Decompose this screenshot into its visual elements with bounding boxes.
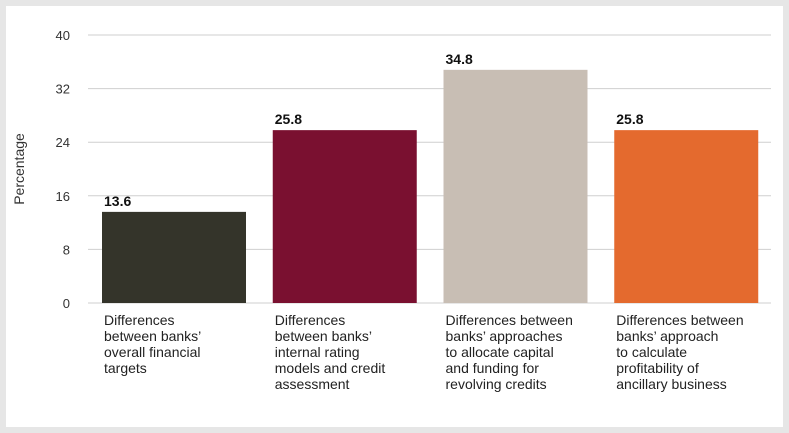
y-tick-label: 16 <box>56 189 70 204</box>
data-label: 13.6 <box>104 193 131 209</box>
bar-4 <box>614 130 759 303</box>
category-label: Differences between banks’ approach to cal… <box>616 312 743 392</box>
category-label: Differences between banks’ approaches to a… <box>446 312 573 392</box>
data-label: 25.8 <box>616 111 643 127</box>
chart-frame: 0 8 16 24 32 40 Percentage 13.6 Differences betwe… <box>6 6 783 427</box>
y-tick-label: 8 <box>63 242 70 257</box>
category-label: Differences between banks’ internal rating… <box>275 312 386 392</box>
y-tick-label: 24 <box>56 135 70 150</box>
y-axis-label: Percentage <box>11 133 27 205</box>
bar-chart: 0 8 16 24 32 40 Percentage 13.6 Differences betwe… <box>11 28 771 392</box>
data-label: 25.8 <box>275 111 302 127</box>
bar-2 <box>272 130 417 303</box>
y-tick-label: 0 <box>63 296 70 311</box>
y-tick-label: 40 <box>56 28 70 43</box>
data-label: 34.8 <box>446 51 473 67</box>
bar-3 <box>443 69 588 303</box>
bar-1 <box>102 211 246 303</box>
category-label: Differences between banks’ overall financi… <box>104 312 201 376</box>
y-tick-label: 32 <box>56 82 70 97</box>
